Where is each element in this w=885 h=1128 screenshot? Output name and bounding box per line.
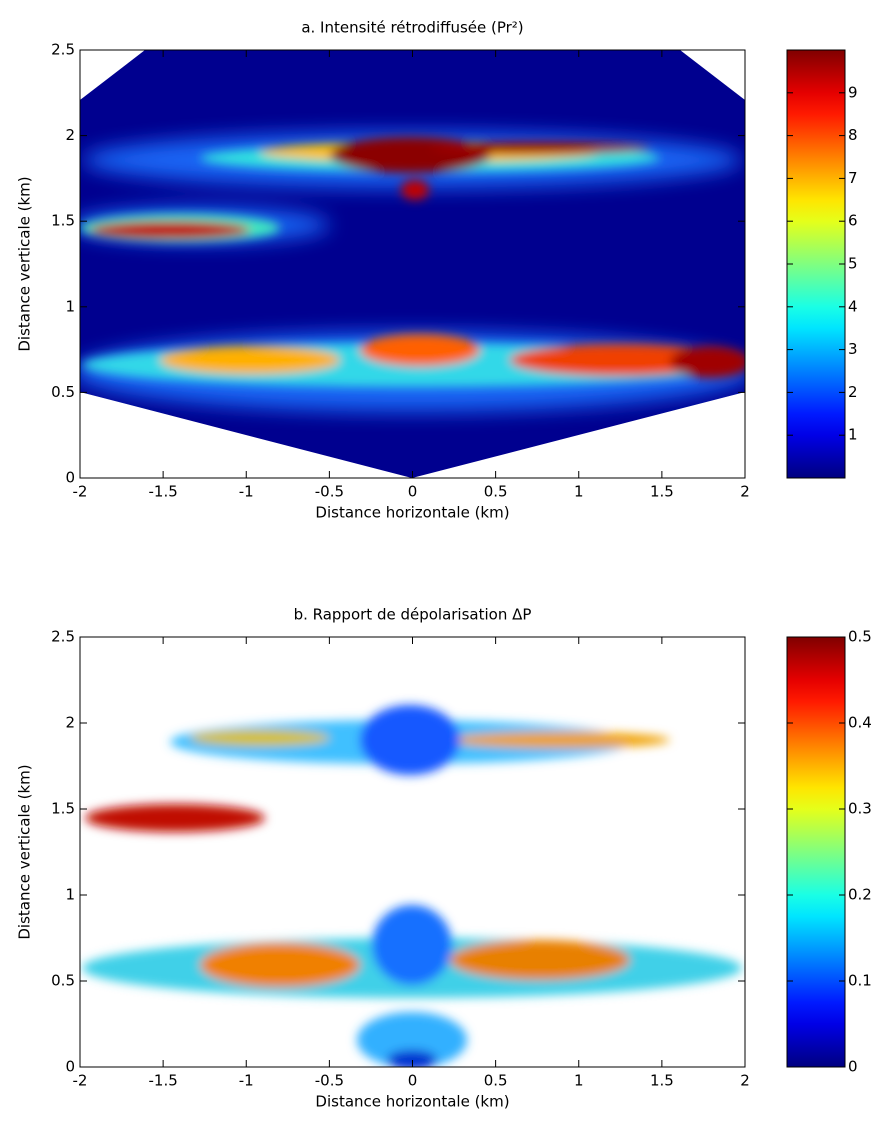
x-tick-label: 2 [740,1072,750,1090]
colorbar-tick-label: 8 [848,126,858,144]
y-tick-label: 0 [65,469,75,487]
y-axis-label: Distance verticale (km) [16,176,34,351]
y-tick-label: 1.5 [51,800,75,818]
x-tick-label: 1 [574,483,584,501]
heatmap-image [80,50,745,478]
x-tick-label: 0.5 [484,483,508,501]
colorbar-tick-label: 0.2 [848,886,872,904]
x-tick-label: -1.5 [148,1072,177,1090]
colorbar-tick-label: 1 [848,426,858,444]
y-tick-label: 0 [65,1058,75,1076]
y-tick-label: 0.5 [51,383,75,401]
colorbar-tick-label: 0.4 [848,714,872,732]
chart-title: a. Intensité rétrodiffusée (Pr²) [301,19,523,37]
colorbar-tick-label: 0.3 [848,800,872,818]
colorbar-tick-label: 0.1 [848,972,872,990]
colorbar-tick-label: 7 [848,169,858,187]
x-tick-label: 1.5 [650,1072,674,1090]
x-tick-label: -2 [73,483,88,501]
colorbar [786,49,846,479]
y-tick-label: 2 [65,126,75,144]
y-tick-label: 2 [65,714,75,732]
colorbar-tick-label: 5 [848,255,858,273]
x-axis-label: Distance horizontale (km) [315,1093,509,1111]
x-tick-label: -2 [73,1072,88,1090]
x-tick-label: 1.5 [650,483,674,501]
x-tick-label: -1 [239,483,254,501]
colorbar-tick-label: 2 [848,383,858,401]
x-tick-label: 0 [408,1072,418,1090]
x-tick-label: -0.5 [315,483,344,501]
x-tick-label: 2 [740,483,750,501]
x-tick-label: 0 [408,483,418,501]
colorbar-tick-label: 0.5 [848,628,872,646]
y-tick-label: 1 [65,297,75,315]
colorbar-tick-label: 3 [848,340,858,358]
y-tick-label: 2.5 [51,628,75,646]
y-tick-label: 1.5 [51,212,75,230]
x-tick-label: 1 [574,1072,584,1090]
axes-frame [79,636,746,1068]
y-tick-label: 1 [65,886,75,904]
colorbar-tick-label: 9 [848,83,858,101]
x-tick-label: 0.5 [484,1072,508,1090]
chart-title: b. Rapport de dépolarisation ΔP [294,606,532,624]
colorbar [786,636,846,1068]
x-tick-label: -1.5 [148,483,177,501]
y-axis-label: Distance verticale (km) [16,764,34,939]
x-tick-label: -1 [239,1072,254,1090]
heatmap-image [82,705,742,1067]
colorbar-tick-label: 4 [848,297,858,315]
y-tick-label: 2.5 [51,41,75,59]
x-tick-label: -0.5 [315,1072,344,1090]
colorbar-tick-label: 6 [848,212,858,230]
x-axis-label: Distance horizontale (km) [315,504,509,522]
y-tick-label: 0.5 [51,972,75,990]
colorbar-tick-label: 0 [848,1058,858,1076]
